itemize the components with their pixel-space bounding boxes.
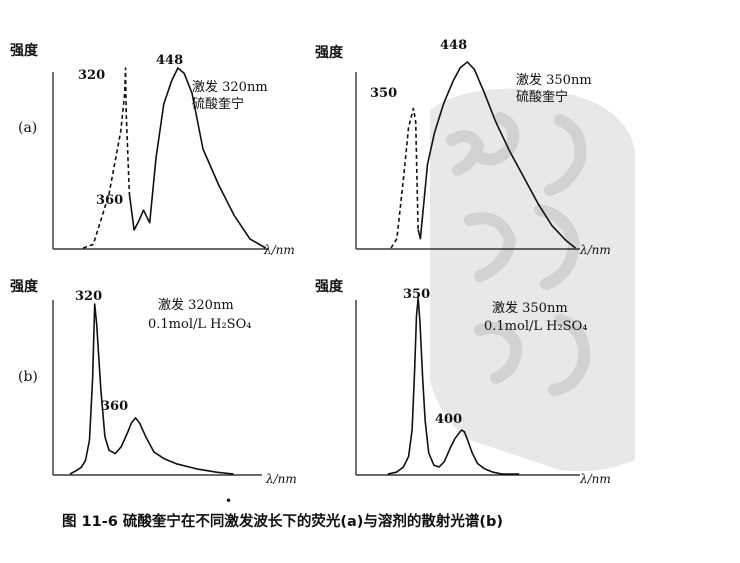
peak-label: 350	[370, 86, 398, 101]
annotation-line: 0.1mol/L H₂SO₄	[148, 317, 252, 332]
chart-panel-a-left	[52, 67, 268, 250]
x-axis-label: λ/nm	[580, 243, 611, 257]
annotation-line: 硫酸奎宁	[516, 90, 569, 105]
chart-panel-a-right	[355, 61, 580, 250]
annotation-line: 激发 320nm	[192, 80, 268, 95]
spectrum-line	[128, 67, 267, 249]
peak-label: 360	[96, 193, 124, 208]
annotation-line: 激发 350nm	[516, 73, 592, 88]
y-axis-label: 强度	[10, 279, 38, 295]
spectrum-line	[69, 303, 234, 475]
y-axis-label: 强度	[315, 279, 343, 295]
annotation-line: 0.1mol/L H₂SO₄	[484, 319, 588, 334]
peak-label: 448	[440, 38, 468, 53]
spectrum-line	[387, 297, 520, 475]
peak-label: 350	[403, 287, 431, 302]
row-label-b: (b)	[18, 369, 38, 385]
peak-label: 320	[75, 289, 103, 304]
scatter-spectrum-line	[82, 67, 131, 249]
peak-label: 320	[78, 68, 106, 83]
x-axis-label: λ/nm	[580, 472, 611, 486]
x-axis-label: λ/nm	[266, 472, 297, 486]
peak-label: 400	[435, 412, 463, 427]
chart-panel-b-left	[52, 300, 262, 476]
y-axis-label: 强度	[315, 45, 343, 61]
peak-label: 360	[101, 399, 129, 414]
scatter-spectrum-line	[390, 107, 419, 249]
caption-dot: •	[225, 494, 233, 508]
annotation-line: 激发 350nm	[492, 301, 568, 316]
annotation-line: 激发 320nm	[158, 298, 234, 313]
spectrum-line	[417, 61, 576, 249]
figure-caption: 图 11-6 硫酸奎宁在不同激发波长下的荧光(a)与溶剂的散射光谱(b)	[62, 514, 504, 530]
chart-panel-b-right	[355, 297, 580, 476]
row-label-a: (a)	[18, 120, 38, 136]
x-axis-label: λ/nm	[264, 243, 295, 257]
y-axis-label: 强度	[10, 43, 38, 59]
annotation-line: 硫酸奎宁	[192, 97, 245, 112]
peak-label: 448	[156, 53, 184, 68]
